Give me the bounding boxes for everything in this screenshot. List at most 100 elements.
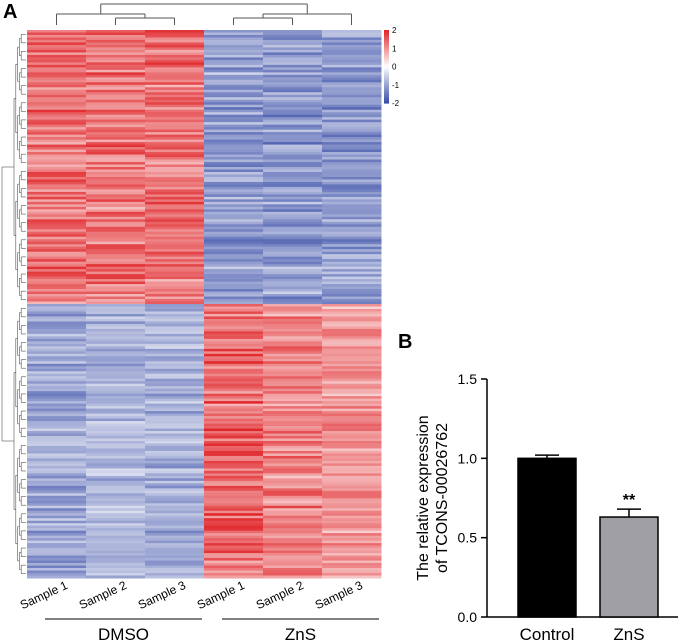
heatmap-cell bbox=[145, 119, 205, 123]
heatmap-cell bbox=[263, 57, 323, 61]
heatmap-cell bbox=[86, 401, 146, 405]
heatmap-cell bbox=[27, 112, 87, 116]
heatmap-cell bbox=[204, 107, 264, 111]
heatmap-cell bbox=[322, 396, 382, 400]
heatmap-cell bbox=[263, 376, 323, 380]
color-scale-swatch bbox=[384, 44, 389, 47]
heatmap-cell bbox=[263, 112, 323, 116]
heatmap-cell bbox=[86, 378, 146, 382]
heatmap-cell bbox=[145, 52, 205, 56]
heatmap-cell bbox=[145, 144, 205, 148]
heatmap-cell bbox=[86, 550, 146, 554]
heatmap-cell bbox=[322, 528, 382, 532]
heatmap-cell bbox=[145, 351, 205, 355]
heatmap-cell bbox=[145, 286, 205, 290]
color-scale-tick: 2 bbox=[392, 26, 397, 35]
heatmap-cell bbox=[263, 142, 323, 146]
heatmap-cell bbox=[322, 453, 382, 457]
heatmap-cell bbox=[145, 473, 205, 477]
heatmap-cell bbox=[204, 52, 264, 56]
heatmap-cell bbox=[86, 122, 146, 126]
heatmap-cell bbox=[322, 383, 382, 387]
heatmap-cell bbox=[145, 79, 205, 83]
heatmap-cell bbox=[27, 174, 87, 178]
heatmap-cell bbox=[27, 296, 87, 300]
color-scale-swatch bbox=[384, 99, 389, 102]
heatmap-cell bbox=[322, 109, 382, 113]
heatmap-cell bbox=[27, 543, 87, 547]
heatmap-cell bbox=[145, 244, 205, 248]
heatmap-cell bbox=[204, 421, 264, 425]
heatmap-cell bbox=[86, 47, 146, 51]
heatmap-cell bbox=[263, 216, 323, 220]
heatmap-cell bbox=[145, 209, 205, 213]
heatmap-cell bbox=[204, 94, 264, 98]
heatmap-cell bbox=[263, 296, 323, 300]
heatmap-cell bbox=[204, 508, 264, 512]
heatmap-cell bbox=[322, 64, 382, 68]
heatmap-cell bbox=[86, 570, 146, 574]
heatmap-cell bbox=[322, 244, 382, 248]
heatmap-cell bbox=[322, 149, 382, 153]
heatmap-cell bbox=[322, 386, 382, 390]
color-scale-swatch bbox=[384, 72, 389, 75]
heatmap-cell bbox=[204, 299, 264, 303]
color-scale-swatch bbox=[384, 61, 389, 64]
heatmap-cell bbox=[27, 134, 87, 138]
color-scale-swatch bbox=[384, 67, 389, 70]
heatmap-cell bbox=[204, 134, 264, 138]
heatmap-cell bbox=[263, 169, 323, 173]
heatmap-cell bbox=[263, 289, 323, 293]
heatmap-cell bbox=[322, 505, 382, 509]
heatmap-cell bbox=[145, 323, 205, 327]
heatmap-cell bbox=[263, 336, 323, 340]
heatmap-cell bbox=[86, 418, 146, 422]
heatmap-cell bbox=[322, 87, 382, 91]
heatmap-cell bbox=[263, 159, 323, 163]
heatmap-cell bbox=[263, 147, 323, 151]
heatmap-cell bbox=[263, 308, 323, 312]
heatmap-cell bbox=[263, 162, 323, 166]
heatmap-cell bbox=[322, 114, 382, 118]
heatmap-cell bbox=[145, 503, 205, 507]
heatmap-cell bbox=[27, 44, 87, 48]
heatmap-cell bbox=[263, 149, 323, 153]
heatmap-cell bbox=[145, 221, 205, 225]
heatmap-cell bbox=[263, 468, 323, 472]
heatmap-cell bbox=[145, 176, 205, 180]
heatmap-cell bbox=[86, 64, 146, 68]
heatmap-cell bbox=[86, 458, 146, 462]
heatmap-cell bbox=[204, 256, 264, 260]
heatmap-cell bbox=[27, 139, 87, 143]
color-scale-swatch bbox=[384, 65, 389, 68]
heatmap-cell bbox=[322, 304, 382, 307]
heatmap-cell bbox=[204, 259, 264, 263]
heatmap-cell bbox=[322, 122, 382, 126]
heatmap-cell bbox=[145, 505, 205, 509]
heatmap-cell bbox=[322, 79, 382, 83]
heatmap-cell bbox=[27, 361, 87, 365]
heatmap-cell bbox=[263, 52, 323, 56]
heatmap-cell bbox=[204, 164, 264, 168]
heatmap-cell bbox=[204, 318, 264, 322]
heatmap-cell bbox=[27, 274, 87, 278]
heatmap-cell bbox=[204, 336, 264, 340]
heatmap-cell bbox=[27, 147, 87, 151]
heatmap-cell bbox=[322, 129, 382, 133]
heatmap-cell bbox=[322, 59, 382, 63]
heatmap-cell bbox=[263, 119, 323, 123]
heatmap-cell bbox=[322, 518, 382, 522]
heatmap-cell bbox=[145, 97, 205, 101]
heatmap-cell bbox=[204, 351, 264, 355]
heatmap-cell bbox=[263, 533, 323, 537]
heatmap-cell bbox=[263, 520, 323, 524]
heatmap-cell bbox=[204, 515, 264, 519]
heatmap-cell bbox=[27, 99, 87, 103]
heatmap-cell bbox=[145, 485, 205, 489]
heatmap-cell bbox=[263, 483, 323, 487]
heatmap-cell bbox=[86, 294, 146, 298]
heatmap-cell bbox=[322, 294, 382, 298]
heatmap-cell bbox=[86, 338, 146, 342]
heatmap-cell bbox=[86, 545, 146, 549]
